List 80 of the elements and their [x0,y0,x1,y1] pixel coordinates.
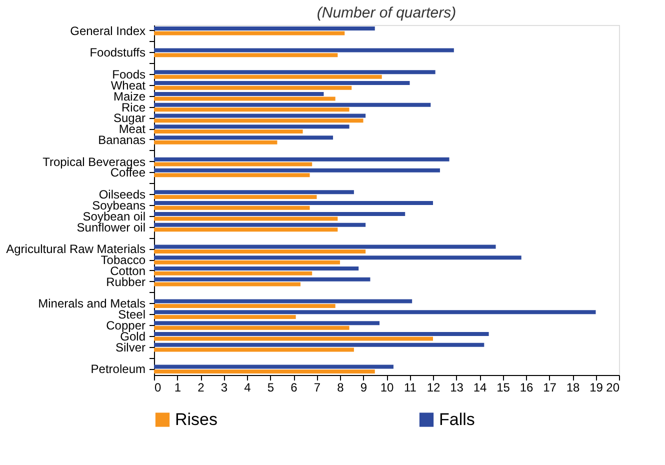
x-tick-label: 17 [543,380,557,394]
bar [154,216,338,221]
x-tick-label: 15 [496,380,510,394]
x-tick-label: 2 [198,380,205,394]
x-tick-label: 3 [220,380,228,394]
bar [154,282,300,286]
bar [154,124,350,129]
bar [154,212,406,216]
bar [154,129,303,134]
bar [154,228,338,232]
x-tick-label: 6 [290,380,298,394]
bar [154,249,366,254]
bar [154,102,431,107]
legend-label: Falls [439,410,475,429]
bar [154,256,522,260]
bar [154,108,350,112]
bar [154,173,310,178]
bar [154,244,496,249]
x-tick-label: 13 [450,380,464,394]
bar [154,222,366,227]
x-tick-label: 0 [154,380,162,394]
x-tick-label: 11 [404,380,417,394]
chart-subtitle: (Number of quarters) [316,4,456,22]
bar [154,74,382,79]
bar [154,96,336,101]
x-tick-label: 9 [360,380,368,394]
x-tick-label: 14 [473,380,487,394]
x-tick-label: 10 [380,380,394,394]
bar [154,326,350,330]
x-tick-label: 20 [606,380,620,394]
bar [154,314,296,319]
bar [154,348,354,352]
x-tick-label: 18 [566,380,580,394]
bar [154,86,352,90]
bar [154,194,317,199]
bar [154,266,359,271]
bar [154,70,436,74]
bar [154,92,324,96]
bar [154,140,278,144]
bar [154,206,310,210]
x-tick-label: 1 [174,380,182,394]
y-tick-label: Tropical Beverages [42,154,146,169]
x-tick-label: 4 [244,380,252,394]
bar [154,277,370,282]
bar [154,48,454,52]
bar [154,260,340,264]
bar [154,271,312,276]
bar [154,136,334,140]
bar [154,310,596,314]
bar [154,168,440,172]
bar [154,31,345,36]
y-tick-label: Petroleum [90,362,146,376]
bar [154,162,312,166]
y-tick-label: General Index [70,24,146,38]
x-tick-label: 16 [520,380,534,394]
y-tick-label: Silver [115,340,146,354]
bar [154,336,433,341]
bar [154,118,364,123]
bar [154,321,380,326]
bar [154,81,410,86]
bar [154,157,450,162]
bar [154,304,336,308]
bar [154,370,375,374]
bar [154,114,366,118]
bar [154,364,394,369]
bar [154,332,489,336]
bar [154,26,375,30]
bar [154,299,412,304]
x-tick-label: 12 [426,380,440,394]
x-tick-label: 5 [267,380,274,394]
y-tick-label: Foodstuffs [90,46,146,60]
legend-label: Rises [175,410,218,429]
y-tick-label: Bananas [98,132,146,147]
bar [154,342,484,347]
x-tick-label: 8 [337,380,344,394]
x-tick-label: 7 [314,380,321,394]
x-tick-label: 19 [590,380,604,394]
bar [154,53,338,58]
bar [154,190,354,194]
bar [154,201,433,206]
